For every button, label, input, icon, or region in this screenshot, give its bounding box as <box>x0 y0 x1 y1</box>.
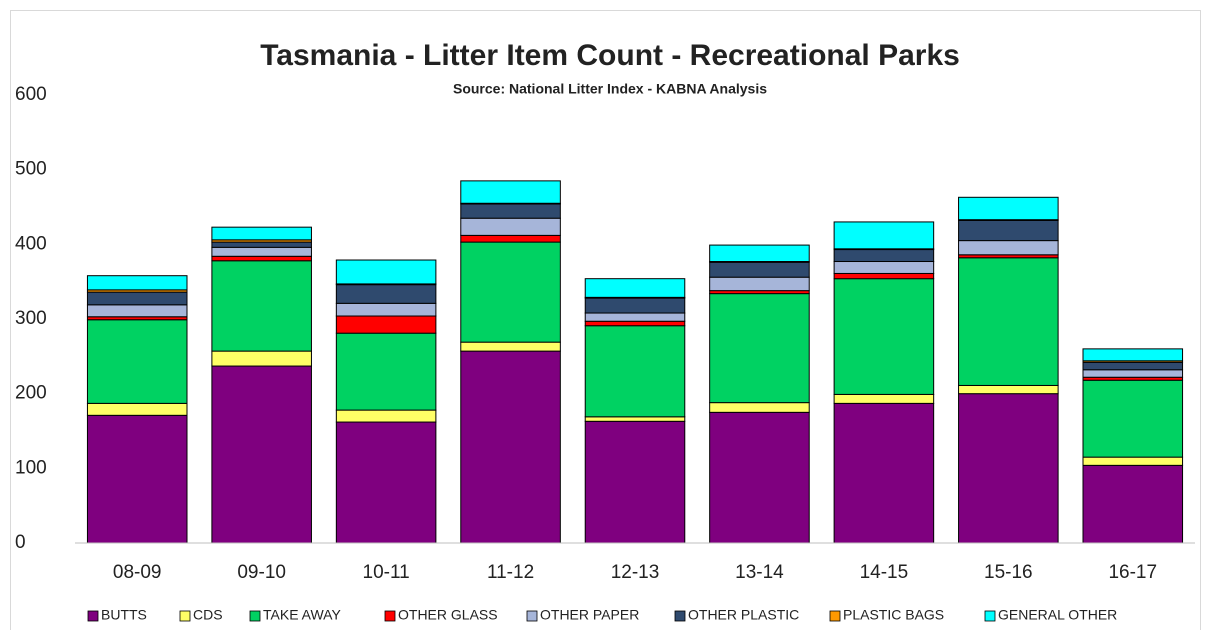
bar-segment <box>584 325 686 418</box>
bar-segment <box>1082 361 1184 371</box>
legend-swatch <box>87 610 99 622</box>
x-tick-label: 14-15 <box>860 562 909 583</box>
bar-segment <box>833 393 935 404</box>
y-tick-label: 0 <box>15 532 26 553</box>
bar-segment <box>211 350 312 367</box>
bar-segment <box>460 180 561 204</box>
y-tick-label: 500 <box>15 159 47 180</box>
bar-segment <box>584 420 686 544</box>
bar-segment <box>584 320 686 327</box>
x-tick-label: 08-09 <box>113 562 162 583</box>
bar-segment <box>833 272 935 280</box>
legend-label: TAKE AWAY <box>263 607 341 623</box>
bar-segment <box>1082 464 1184 544</box>
bar-segment <box>709 411 810 544</box>
bar-segment <box>709 293 810 404</box>
bar-segment <box>958 393 1059 544</box>
x-tick-label: 16-17 <box>1108 562 1157 583</box>
legend-label: BUTTS <box>101 607 147 623</box>
bar-segment <box>211 246 312 257</box>
bar-segment <box>958 219 1059 242</box>
bar-segment <box>1082 369 1184 378</box>
bar-segment <box>86 275 188 291</box>
bar-segment <box>709 402 810 413</box>
x-tick-label: 12-13 <box>611 562 660 583</box>
x-tick-label: 11-12 <box>487 562 534 583</box>
bar-segment <box>335 259 437 285</box>
chart-title: Tasmania - Litter Item Count - Recreatio… <box>260 39 960 72</box>
bar-segment <box>709 276 810 292</box>
y-tick-label: 400 <box>15 233 47 254</box>
legend-swatch <box>829 610 841 622</box>
bar-segment <box>335 421 437 544</box>
bar-segment <box>460 203 561 219</box>
bar-segment <box>460 341 561 352</box>
legend-label: CDS <box>193 607 223 623</box>
bar-segment <box>86 414 188 544</box>
bar-segment <box>958 384 1059 395</box>
x-tick-label: 09-10 <box>237 562 286 583</box>
bar-segment <box>86 402 188 416</box>
legend-swatch <box>384 610 396 622</box>
legend-swatch <box>179 610 191 622</box>
legend-swatch <box>984 610 996 622</box>
legend-swatch <box>249 610 261 622</box>
y-tick-label: 200 <box>15 383 47 404</box>
bar-segment <box>335 332 437 411</box>
bar-segment <box>460 241 561 343</box>
y-tick-label: 600 <box>15 84 47 105</box>
bar-segment <box>460 217 561 236</box>
bar-segment <box>211 241 312 248</box>
bar-segment <box>211 226 312 241</box>
x-tick-label: 13-14 <box>735 562 784 583</box>
bar-segment <box>584 297 686 314</box>
bar-segment <box>958 257 1059 386</box>
bar-segment <box>833 402 935 544</box>
legend-label: OTHER PLASTIC <box>688 607 799 623</box>
legend-label: PLASTIC BAGS <box>843 607 944 623</box>
bar-segment <box>709 261 810 278</box>
bar-segment <box>833 221 935 250</box>
bar-segment <box>86 304 188 318</box>
legend-label: OTHER GLASS <box>398 607 498 623</box>
bar-segment <box>460 234 561 243</box>
bar-segment <box>1082 348 1184 362</box>
bar-segment <box>1082 379 1184 458</box>
bar-segment <box>709 244 810 263</box>
bar-segment <box>86 291 188 306</box>
y-tick-label: 100 <box>15 457 47 478</box>
bar-segment <box>833 278 935 395</box>
bar-segment <box>211 365 312 544</box>
legend-swatch <box>526 610 538 622</box>
y-tick-label: 300 <box>15 308 47 329</box>
bar-segment <box>211 255 312 262</box>
legend-swatch <box>674 610 686 622</box>
x-tick-label: 15-16 <box>984 562 1033 583</box>
bar-segment <box>1082 456 1184 466</box>
bar-segment <box>335 302 437 317</box>
bar-segment <box>335 315 437 334</box>
bar-segment <box>335 284 437 304</box>
legend-label: OTHER PAPER <box>540 607 639 623</box>
bar-segment <box>460 350 561 544</box>
legend-label: GENERAL OTHER <box>998 607 1117 623</box>
bar-segment <box>584 312 686 322</box>
bar-segment <box>833 249 935 263</box>
chart-subtitle: Source: National Litter Index - KABNA An… <box>453 81 767 97</box>
bar-segment <box>86 319 188 404</box>
bar-segment <box>958 196 1059 221</box>
x-tick-label: 10-11 <box>363 562 410 583</box>
bar-segment <box>335 409 437 423</box>
bar-segment <box>584 278 686 298</box>
bar-segment <box>211 260 312 352</box>
bar-segment <box>584 416 686 422</box>
bar-segment <box>958 240 1059 256</box>
bar-segment <box>833 261 935 274</box>
